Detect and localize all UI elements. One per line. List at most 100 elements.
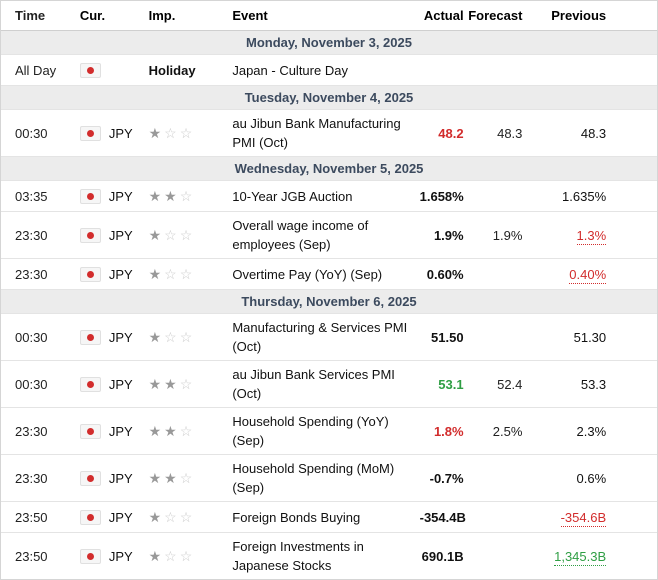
- flag-red-dot: [86, 270, 94, 278]
- event-cell: Household Spending (MoM) (Sep): [226, 455, 419, 501]
- day-header-row: Tuesday, November 4, 2025: [1, 86, 657, 110]
- forecast-cell: 2.5%: [467, 424, 530, 439]
- star-empty-icon: ☆: [179, 422, 193, 439]
- event-name[interactable]: Household Spending (YoY) (Sep): [232, 414, 389, 448]
- actual-value: 1.658%: [419, 188, 464, 204]
- forecast-value: 48.3: [497, 125, 523, 141]
- importance-cell: ★ ★ ☆: [143, 376, 227, 393]
- event-cell: 10-Year JGB Auction: [226, 183, 419, 210]
- event-row: 23:30 JPY ★ ★ ☆ Household Spending (YoY) (Sep…: [1, 408, 657, 455]
- importance-cell: ★ ☆ ☆: [143, 266, 227, 283]
- japan-flag-icon: [79, 509, 101, 525]
- actual-cell: 1.8%: [420, 424, 467, 439]
- currency-cell: JPY: [71, 548, 143, 564]
- previous-value[interactable]: 1.3%: [576, 227, 607, 245]
- event-name[interactable]: Foreign Investments in Japanese Stocks: [232, 539, 364, 573]
- event-name[interactable]: Overall wage income of employees (Sep): [232, 218, 369, 252]
- actual-cell: -354.4B: [420, 510, 467, 525]
- currency-label: JPY: [108, 470, 133, 486]
- previous-value[interactable]: 0.40%: [569, 266, 607, 284]
- previous-cell: 51.30: [529, 330, 613, 345]
- day-header-label: Thursday, November 6, 2025: [241, 294, 417, 309]
- event-name[interactable]: au Jibun Bank Manufacturing PMI (Oct): [232, 116, 401, 150]
- actual-cell: 48.2: [420, 126, 467, 141]
- previous-value[interactable]: 1,345.3B: [554, 548, 607, 566]
- star-filled-icon: ★: [148, 375, 162, 392]
- event-cell: Household Spending (YoY) (Sep): [226, 408, 419, 454]
- event-name[interactable]: Manufacturing & Services PMI (Oct): [232, 320, 408, 354]
- event-row: 23:30 JPY ★ ☆ ☆ Overall wage income of employ…: [1, 212, 657, 259]
- event-time: 23:30: [15, 266, 48, 282]
- event-cell: Foreign Investments in Japanese Stocks: [226, 533, 419, 579]
- previous-value[interactable]: -354.6B: [560, 509, 607, 527]
- flag-red-dot: [86, 192, 94, 200]
- day-header-label: Wednesday, November 5, 2025: [234, 161, 424, 176]
- star-empty-icon: ☆: [179, 469, 193, 486]
- previous-cell: 0.6%: [529, 471, 613, 486]
- previous-value: 0.6%: [576, 470, 607, 486]
- previous-value: 2.3%: [576, 423, 607, 439]
- event-name[interactable]: Japan - Culture Day: [232, 62, 348, 78]
- importance-cell: ★ ☆ ☆: [143, 548, 227, 565]
- previous-cell: 1.3%: [529, 227, 613, 245]
- actual-cell: 1.9%: [420, 228, 467, 243]
- star-empty-icon: ☆: [179, 187, 193, 204]
- currency-label: JPY: [108, 227, 133, 243]
- previous-cell: 1,345.3B: [529, 548, 613, 566]
- japan-flag-icon: [79, 227, 101, 243]
- event-cell: Overtime Pay (YoY) (Sep): [226, 261, 419, 288]
- currency-label: JPY: [108, 188, 133, 204]
- event-row: 23:30 JPY ★ ★ ☆ Household Spending (MoM) (Sep…: [1, 455, 657, 502]
- event-name[interactable]: Household Spending (MoM) (Sep): [232, 461, 395, 495]
- currency-cell: JPY: [71, 227, 143, 243]
- event-name[interactable]: Overtime Pay (YoY) (Sep): [232, 266, 383, 282]
- star-filled-icon: ★: [148, 508, 162, 525]
- star-filled-icon: ★: [148, 422, 162, 439]
- currency-cell: JPY: [71, 125, 143, 141]
- actual-value: 1.9%: [433, 227, 464, 243]
- event-cell: au Jibun Bank Manufacturing PMI (Oct): [226, 110, 419, 156]
- importance-cell: ★ ★ ☆: [143, 188, 227, 205]
- star-filled-icon: ★: [148, 226, 162, 243]
- event-time: 23:50: [15, 509, 48, 525]
- currency-cell: [71, 62, 143, 78]
- star-empty-icon: ☆: [164, 124, 177, 141]
- importance-cell: ★ ★ ☆: [143, 470, 227, 487]
- currency-label: JPY: [108, 329, 133, 345]
- event-cell: Manufacturing & Services PMI (Oct): [226, 314, 419, 360]
- star-filled-icon: ★: [164, 469, 177, 486]
- star-empty-icon: ☆: [164, 226, 177, 243]
- forecast-cell: 52.4: [467, 377, 530, 392]
- star-empty-icon: ☆: [179, 508, 193, 525]
- event-time: 23:50: [15, 548, 48, 564]
- star-empty-icon: ☆: [179, 265, 193, 282]
- event-cell: au Jibun Bank Services PMI (Oct): [226, 361, 419, 407]
- event-name[interactable]: 10-Year JGB Auction: [232, 188, 353, 204]
- japan-flag-icon: [79, 62, 101, 78]
- day-header-row: Monday, November 3, 2025: [1, 31, 657, 55]
- event-row: 23:30 JPY ★ ☆ ☆ Overtime Pay (YoY) (Sep) 0.60%…: [1, 259, 657, 290]
- event-cell: Overall wage income of employees (Sep): [226, 212, 419, 258]
- star-filled-icon: ★: [164, 375, 177, 392]
- previous-value: 51.30: [573, 329, 607, 345]
- importance-cell: ★ ☆ ☆: [143, 125, 227, 142]
- flag-red-dot: [86, 474, 94, 482]
- actual-cell: 51.50: [420, 330, 467, 345]
- event-name[interactable]: au Jibun Bank Services PMI (Oct): [232, 367, 395, 401]
- event-row: All Day Holiday Japan - Culture Day: [1, 55, 657, 86]
- star-empty-icon: ☆: [179, 226, 193, 243]
- day-header-label: Tuesday, November 4, 2025: [244, 90, 414, 105]
- star-empty-icon: ☆: [164, 265, 177, 282]
- forecast-value: 2.5%: [492, 423, 523, 439]
- actual-cell: 690.1B: [420, 549, 467, 564]
- day-header-row: Thursday, November 6, 2025: [1, 290, 657, 314]
- event-row: 00:30 JPY ★ ☆ ☆ Manufacturing & Services PMI …: [1, 314, 657, 361]
- star-filled-icon: ★: [148, 124, 162, 141]
- previous-value: 53.3: [580, 376, 607, 392]
- japan-flag-icon: [79, 470, 101, 486]
- event-name[interactable]: Foreign Bonds Buying: [232, 509, 361, 525]
- flag-red-dot: [86, 552, 94, 560]
- star-filled-icon: ★: [148, 328, 162, 345]
- currency-label: JPY: [108, 548, 133, 564]
